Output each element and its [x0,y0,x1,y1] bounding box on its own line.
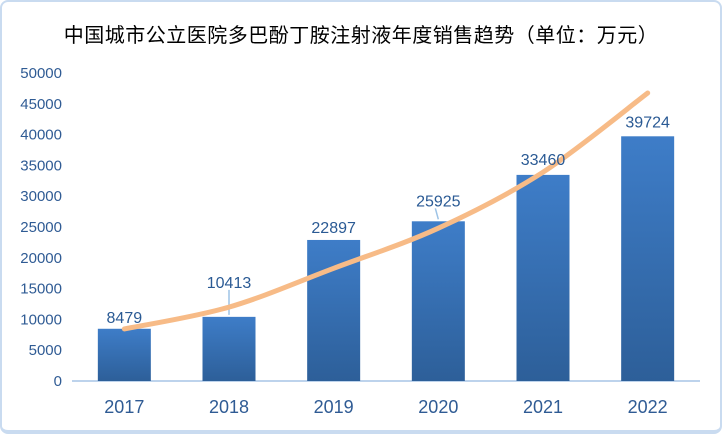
x-category-label: 2017 [104,397,144,417]
data-label: 25925 [416,193,461,210]
y-tick-label: 5000 [29,342,62,359]
y-tick-label: 0 [54,373,62,390]
y-tick-label: 20000 [20,250,62,267]
bar [411,221,465,381]
y-tick-label: 40000 [20,127,62,144]
y-tick-label: 30000 [20,188,62,205]
bar [97,328,151,381]
y-tick-label: 50000 [20,65,62,82]
data-label: 33460 [521,152,566,169]
bar [621,136,675,381]
x-category-label: 2022 [628,397,668,417]
y-tick-label: 35000 [20,157,62,174]
data-label: 8479 [107,310,143,327]
y-tick-label: 45000 [20,96,62,113]
chart-title: 中国城市公立医院多巴酚丁胺注射液年度销售趋势（单位：万元） [63,25,659,47]
y-tick-label: 10000 [20,311,62,328]
x-category-label: 2019 [314,397,354,417]
y-tick-label: 15000 [20,281,62,298]
trend-line [121,90,651,332]
data-label: 10413 [207,275,252,292]
x-category-label: 2020 [418,397,458,417]
data-label: 22897 [311,220,356,237]
y-tick-label: 25000 [20,219,62,236]
x-category-label: 2018 [209,397,249,417]
x-category-label: 2021 [523,397,563,417]
bar [516,174,570,381]
data-label: 39724 [625,114,670,131]
label-leader-line [434,208,440,220]
bar [202,316,256,381]
